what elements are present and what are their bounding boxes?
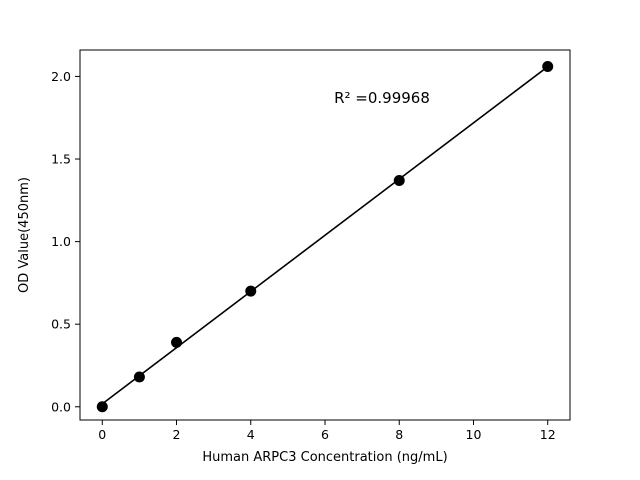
data-point <box>542 61 554 73</box>
data-point <box>245 285 257 297</box>
x-tick-label: 6 <box>321 427 329 442</box>
r-squared-annotation: R² =0.99968 <box>334 89 430 107</box>
x-axis-ticks: 0 2 4 6 8 10 12 <box>98 420 556 442</box>
data-point <box>96 401 108 413</box>
y-tick-label: 0.5 <box>51 317 71 332</box>
y-axis-ticks: 0.0 0.5 1.0 1.5 2.0 <box>51 69 80 414</box>
y-axis-label: OD Value(450nm) <box>17 177 32 293</box>
x-tick-label: 12 <box>540 427 556 442</box>
data-point <box>133 371 145 383</box>
data-series <box>96 61 554 413</box>
x-tick-label: 4 <box>247 427 255 442</box>
x-tick-label: 2 <box>173 427 181 442</box>
y-tick-label: 1.0 <box>51 234 71 249</box>
data-point <box>171 336 183 348</box>
x-tick-label: 8 <box>395 427 403 442</box>
x-tick-label: 10 <box>466 427 482 442</box>
data-point <box>393 174 405 186</box>
y-tick-label: 1.5 <box>51 152 71 167</box>
y-tick-label: 0.0 <box>51 399 71 414</box>
x-tick-label: 0 <box>98 427 106 442</box>
x-axis-label: Human ARPC3 Concentration (ng/mL) <box>202 450 447 465</box>
y-tick-label: 2.0 <box>51 69 71 84</box>
fit-line <box>101 66 549 405</box>
